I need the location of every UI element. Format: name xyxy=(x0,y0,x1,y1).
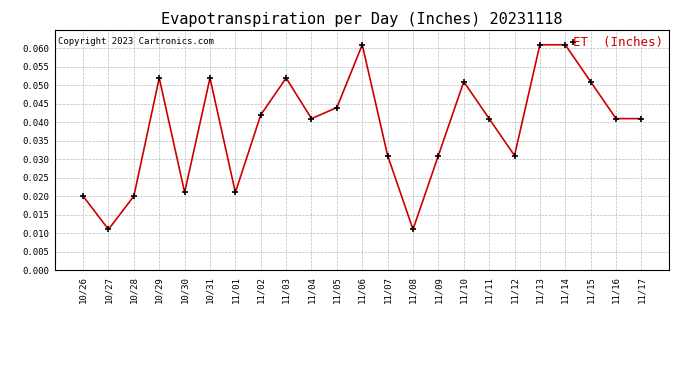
ET  (Inches) xyxy=(282,76,290,80)
ET  (Inches) xyxy=(231,190,239,195)
ET  (Inches) xyxy=(561,42,569,47)
ET  (Inches) xyxy=(307,116,315,121)
ET  (Inches) xyxy=(155,76,164,80)
ET  (Inches) xyxy=(206,76,214,80)
ET  (Inches) xyxy=(257,112,265,117)
ET  (Inches) xyxy=(535,42,544,47)
ET  (Inches) xyxy=(358,42,366,47)
ET  (Inches) xyxy=(612,116,620,121)
ET  (Inches) xyxy=(586,80,595,84)
ET  (Inches) xyxy=(384,153,392,158)
ET  (Inches) xyxy=(511,153,519,158)
ET  (Inches) xyxy=(485,116,493,121)
ET  (Inches) xyxy=(638,116,646,121)
ET  (Inches) xyxy=(460,80,468,84)
Title: Evapotranspiration per Day (Inches) 20231118: Evapotranspiration per Day (Inches) 2023… xyxy=(161,12,563,27)
Line: ET  (Inches): ET (Inches) xyxy=(79,41,645,233)
ET  (Inches) xyxy=(104,227,112,232)
ET  (Inches) xyxy=(333,105,341,110)
ET  (Inches) xyxy=(409,227,417,232)
Legend: ET  (Inches): ET (Inches) xyxy=(573,36,663,49)
ET  (Inches) xyxy=(79,194,87,198)
ET  (Inches) xyxy=(434,153,442,158)
Text: Copyright 2023 Cartronics.com: Copyright 2023 Cartronics.com xyxy=(58,37,214,46)
ET  (Inches) xyxy=(181,190,189,195)
ET  (Inches) xyxy=(130,194,138,198)
